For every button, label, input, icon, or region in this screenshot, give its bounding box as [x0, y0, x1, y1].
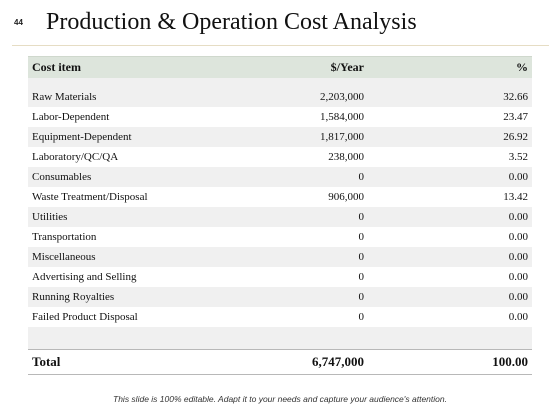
- table-row: Equipment-Dependent 1,817,000 26.92: [28, 127, 532, 147]
- table-row: Waste Treatment/Disposal 906,000 13.42: [28, 187, 532, 207]
- percent-cell: 26.92: [503, 131, 528, 143]
- per-year-cell: 0: [358, 291, 365, 303]
- percent-cell: 0.00: [508, 311, 528, 323]
- cost-item-cell: Equipment-Dependent: [32, 131, 132, 143]
- percent-cell: 13.42: [503, 191, 528, 203]
- cost-item-cell: Raw Materials: [32, 91, 97, 103]
- header-percent: %: [516, 60, 528, 74]
- per-year-cell: 906,000: [328, 191, 364, 203]
- per-year-cell: 0: [358, 171, 365, 183]
- per-year-cell: 1,817,000: [320, 131, 364, 143]
- cost-item-cell: Advertising and Selling: [32, 271, 137, 283]
- cost-table: Cost item $/Year % Raw Materials 2,203,00…: [28, 56, 532, 375]
- header-cost-item: Cost item: [32, 60, 81, 74]
- percent-cell: 0.00: [508, 171, 528, 183]
- per-year-cell: 0: [358, 271, 365, 283]
- total-label: Total: [32, 354, 61, 369]
- percent-cell: 0.00: [508, 271, 528, 283]
- table-total-row: Total 6,747,000 100.00: [28, 349, 532, 375]
- per-year-cell: 0: [358, 231, 365, 243]
- table-row: Consumables 0 0.00: [28, 167, 532, 187]
- cost-item-cell: Consumables: [32, 171, 92, 183]
- per-year-cell: 238,000: [328, 151, 364, 163]
- table-header-row: Cost item $/Year %: [28, 56, 532, 78]
- table-row: Transportation 0 0.00: [28, 227, 532, 247]
- percent-cell: 32.66: [503, 91, 528, 103]
- table-row: Advertising and Selling 0 0.00: [28, 267, 532, 287]
- cost-item-cell: Failed Product Disposal: [32, 311, 138, 323]
- cost-item-cell: Miscellaneous: [32, 251, 96, 263]
- per-year-cell: 0: [358, 211, 365, 223]
- percent-cell: 0.00: [508, 211, 528, 223]
- table-spacer-row: [28, 327, 532, 349]
- table-row: Labor-Dependent 1,584,000 23.47: [28, 107, 532, 127]
- cost-item-cell: Laboratory/QC/QA: [32, 151, 119, 163]
- per-year-cell: 1,584,000: [320, 111, 364, 123]
- percent-cell: 0.00: [508, 291, 528, 303]
- per-year-cell: 0: [358, 251, 365, 263]
- per-year-cell: 0: [358, 311, 365, 323]
- page-title: Production & Operation Cost Analysis: [46, 9, 417, 35]
- per-year-cell: 2,203,000: [320, 91, 364, 103]
- slide-number: 44: [14, 18, 23, 27]
- total-percent: 100.00: [492, 354, 528, 369]
- table-row: Miscellaneous 0 0.00: [28, 247, 532, 267]
- cost-item-cell: Utilities: [32, 211, 68, 223]
- table-row: Running Royalties 0 0.00: [28, 287, 532, 307]
- table-body: Raw Materials 2,203,000 32.66 Labor-Depende…: [28, 87, 532, 327]
- cost-item-cell: Labor-Dependent: [32, 111, 110, 123]
- table-row: Failed Product Disposal 0 0.00: [28, 307, 532, 327]
- percent-cell: 23.47: [503, 111, 528, 123]
- percent-cell: 0.00: [508, 231, 528, 243]
- header-per-year: $/Year: [330, 60, 364, 74]
- percent-cell: 0.00: [508, 251, 528, 263]
- table-row: Utilities 0 0.00: [28, 207, 532, 227]
- table-row: Laboratory/QC/QA 238,000 3.52: [28, 147, 532, 167]
- table-row: Raw Materials 2,203,000 32.66: [28, 87, 532, 107]
- total-per-year: 6,747,000: [312, 354, 364, 369]
- cost-item-cell: Transportation: [32, 231, 97, 243]
- footer-note: This slide is 100% editable. Adapt it to…: [113, 394, 447, 404]
- title-divider: [12, 45, 549, 46]
- table-spacer-row: [28, 78, 532, 87]
- percent-cell: 3.52: [508, 151, 528, 163]
- cost-item-cell: Running Royalties: [32, 291, 115, 303]
- cost-item-cell: Waste Treatment/Disposal: [32, 191, 148, 203]
